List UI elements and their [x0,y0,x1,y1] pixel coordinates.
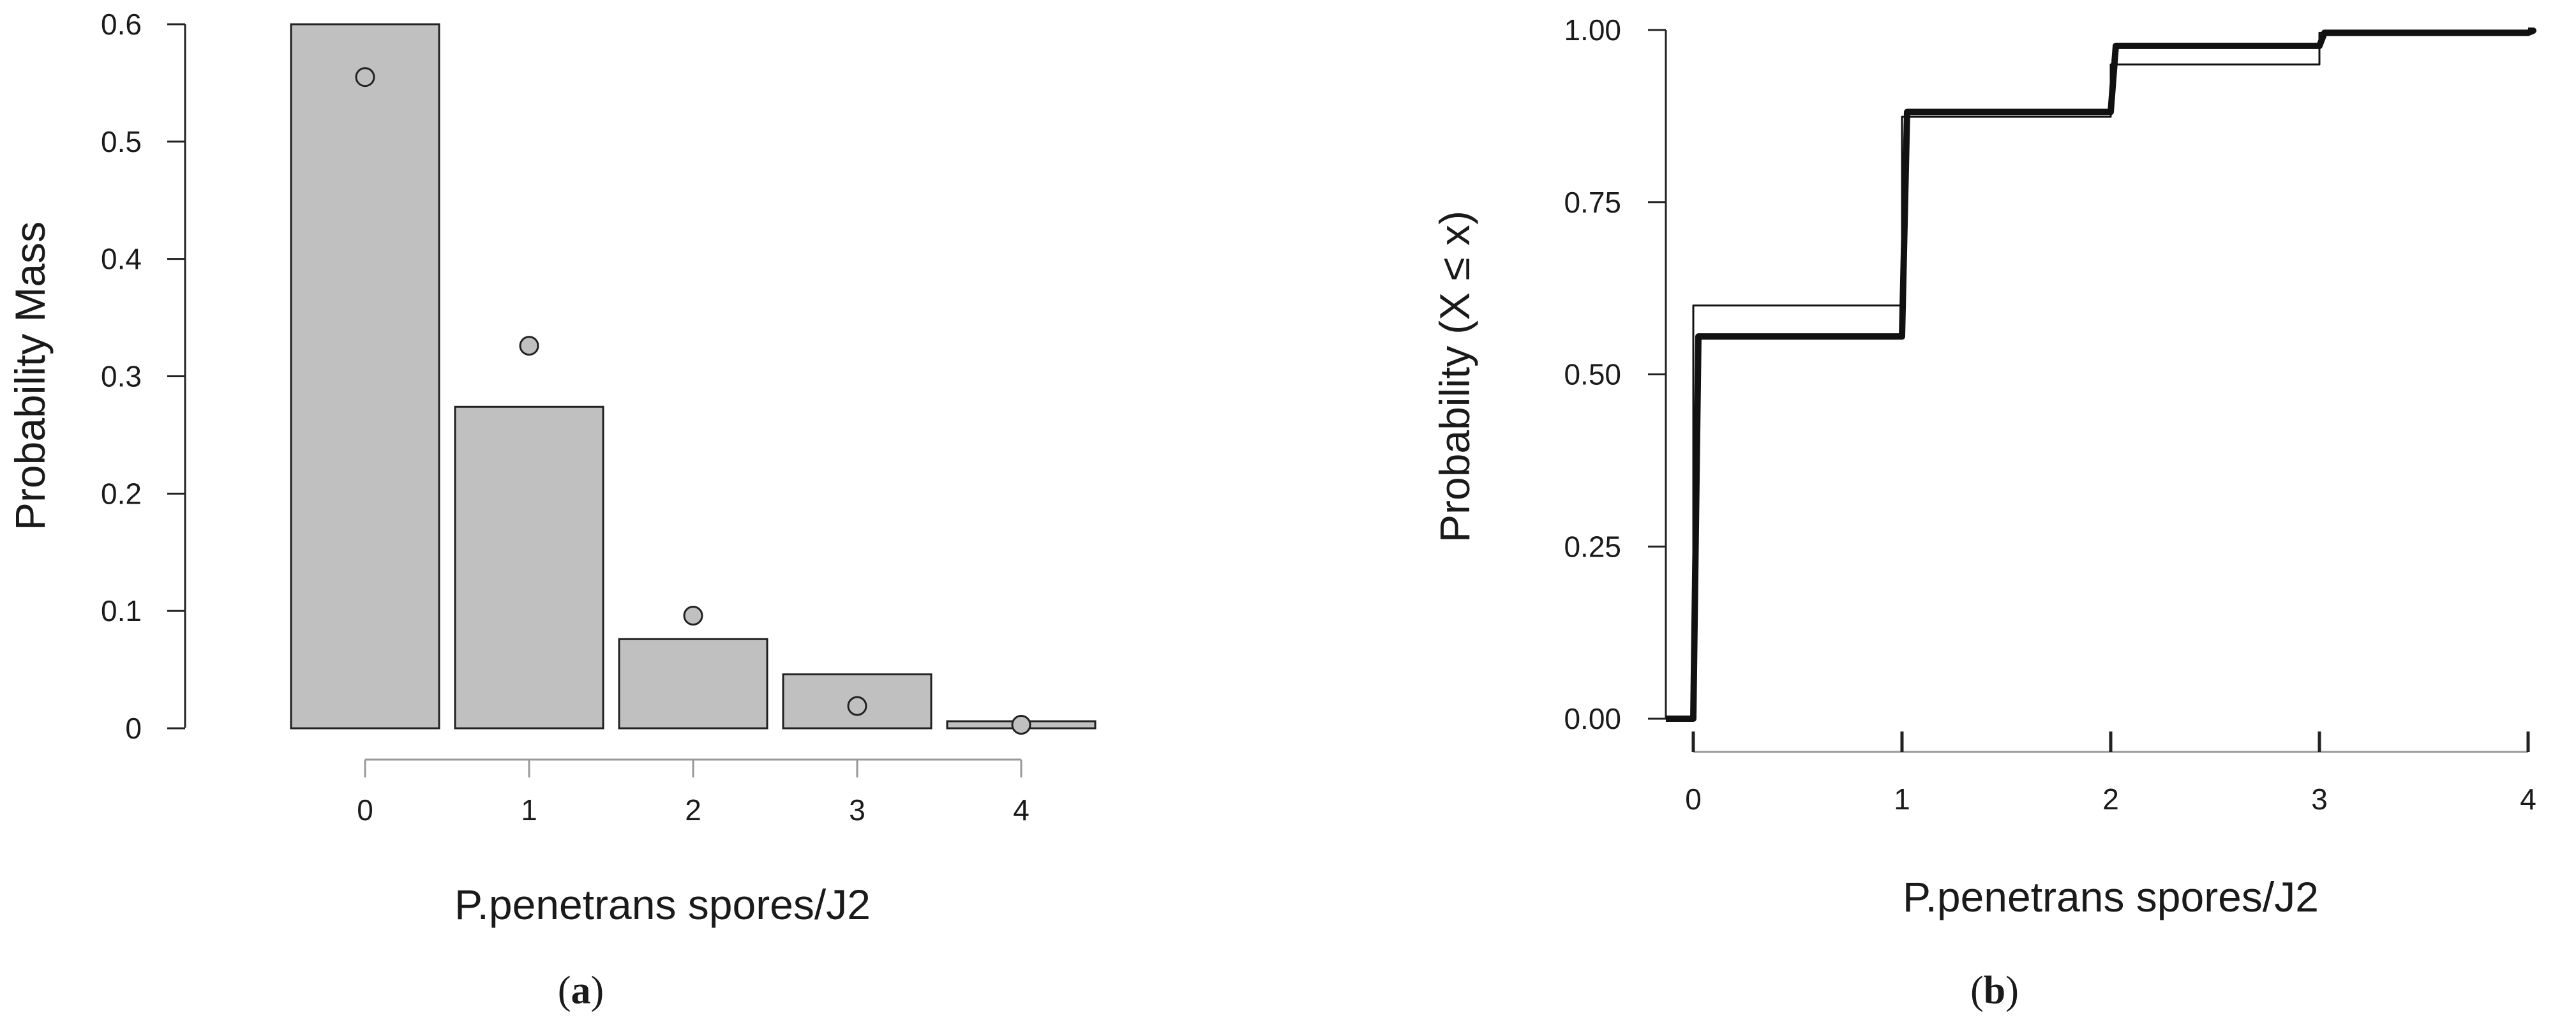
bar-1 [454,405,604,730]
bar-2 [618,638,768,730]
y-tick-label: 0.4 [101,243,142,276]
y-tick-label: 0.50 [1564,358,1621,391]
panel-b-x-ticks: 0 1 2 3 4 [1685,731,2536,816]
y-tick-label: 0.2 [101,477,142,510]
panel-a-points [355,67,1031,735]
x-tick-label: 3 [2311,783,2328,816]
y-tick-label: 0.25 [1564,530,1621,563]
panel-a-x-ticks: 0 1 2 3 4 [357,760,1030,827]
x-tick-label: 0 [357,793,373,827]
panel-a-y-ticks: 0 0.1 0.2 0.3 0.4 0.5 0.6 [101,8,185,745]
y-tick-label: 1.00 [1564,13,1621,47]
panel-b-x-axis-title: P.penetrans spores/J2 [1903,873,2319,920]
y-tick-label: 0.00 [1564,702,1621,735]
fitted-cdf-line [1666,27,2536,722]
x-tick-label: 2 [685,793,701,827]
y-tick-label: 0.6 [101,8,142,41]
panel-a-y-axis-title: Probability Mass [6,221,54,530]
y-tick-label: 0 [125,712,142,745]
panel-b-y-ticks: 0.00 0.25 0.50 0.75 1.00 [1564,13,1666,735]
panel-b-y-axis-title-paren: (X ≤ x) [1431,211,1478,334]
panel-b-y-axis-title: Probability (X ≤ x) [1431,211,1478,543]
empirical-cdf-line [1666,30,2529,720]
panel-a: 0 0.1 0.2 0.3 0.4 0.5 0.6 0 1 2 3 4 P.penetrans sp… [6,8,1097,1012]
point-2 [683,606,703,626]
point-4 [1011,714,1031,735]
point-0 [355,67,375,87]
x-tick-label: 4 [2520,783,2536,816]
x-tick-label: 1 [521,793,537,827]
x-tick-label: 0 [1685,783,1702,816]
x-tick-label: 2 [2102,783,2119,816]
panel-b: 0.00 0.25 0.50 0.75 1.00 0 1 2 3 4 P.penetrans s… [1431,13,2536,1012]
panel-b-y-axis-title-main: Probability [1431,346,1478,543]
y-tick-label: 0.5 [101,125,142,158]
point-3 [847,696,867,716]
bar-0 [290,23,440,730]
point-1 [519,336,539,356]
x-tick-label: 4 [1013,793,1030,827]
x-tick-label: 3 [849,793,865,827]
panel-a-x-axis-title: P.penetrans spores/J2 [454,881,871,928]
y-tick-label: 0.3 [101,360,142,393]
panel-a-label: (a) [558,969,604,1012]
panel-b-lines [1666,27,2536,722]
y-tick-label: 0.1 [101,594,142,627]
x-tick-label: 1 [1894,783,1910,816]
panel-b-label: (b) [1970,969,2019,1012]
y-tick-label: 0.75 [1564,186,1621,219]
